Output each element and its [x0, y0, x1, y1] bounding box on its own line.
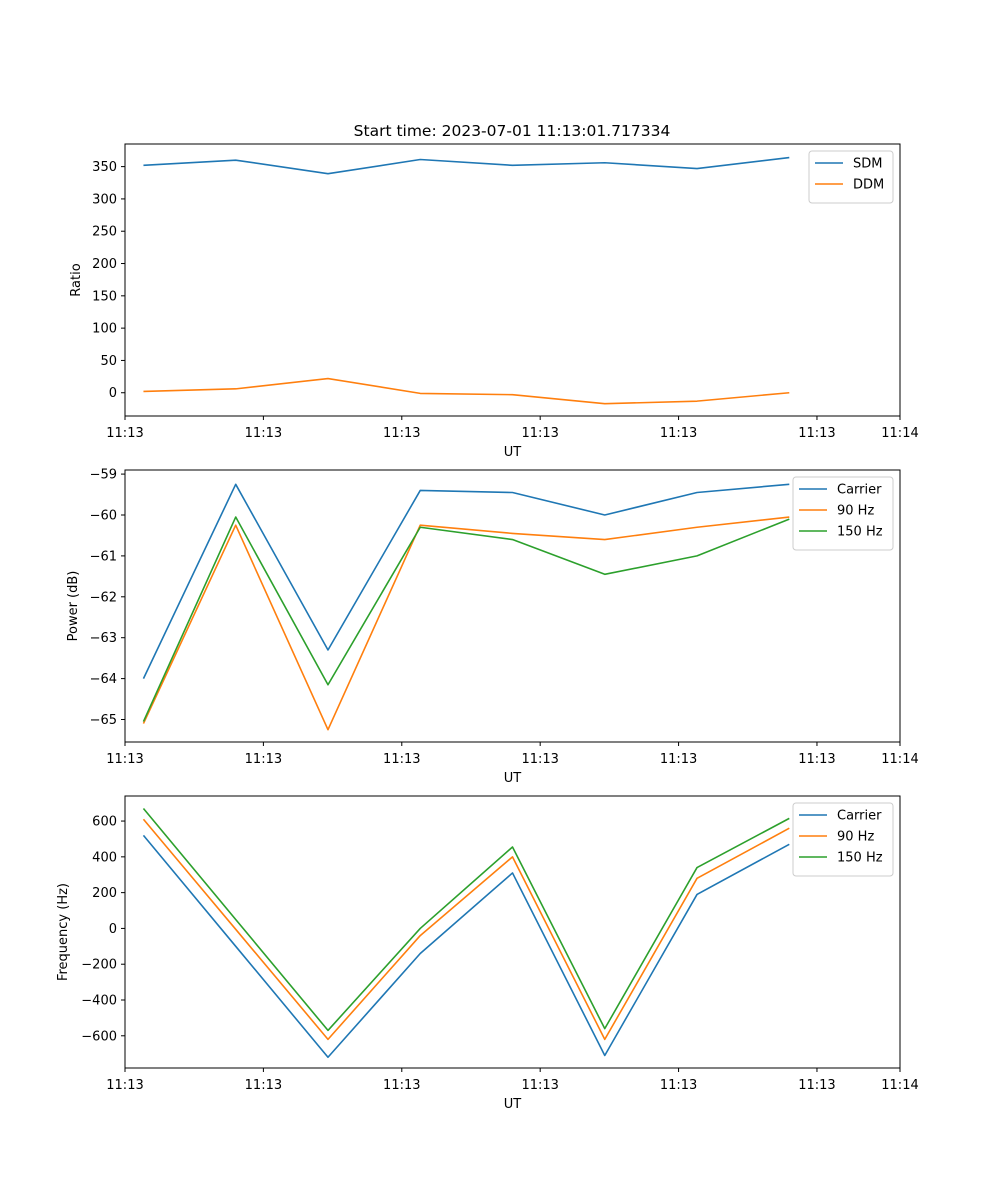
x-tick-label: 11:13	[521, 752, 558, 767]
subplot-3: 11:13 11:13 11:13 11:13 11:13 11:13 11:14 −600 −…	[56, 795, 919, 1112]
x-tick-label: 11:13	[660, 426, 697, 441]
x-tick-label: 11:13	[383, 1078, 420, 1093]
x-tick-label: 11:14	[881, 752, 918, 767]
legend-label: 150 Hz	[837, 525, 883, 540]
y-axis-label: Frequency (Hz)	[56, 883, 71, 981]
series-line-ddm	[143, 377, 790, 405]
series-line-90-hz	[142, 818, 790, 1041]
y-tick-label: 600	[92, 815, 117, 830]
y-tick-label: −600	[81, 1029, 117, 1044]
x-tick-label: 11:13	[383, 426, 420, 441]
x-tick-label: 11:13	[798, 752, 835, 767]
legend-label: Carrier	[837, 809, 882, 824]
series-line-carrier	[142, 483, 790, 679]
legend: SDM DDM	[808, 150, 894, 204]
legend-label: Carrier	[837, 483, 882, 498]
subplot-2: 11:13 11:13 11:13 11:13 11:13 11:13 11:14 −65 −6…	[66, 468, 919, 786]
x-tick-label: 11:13	[106, 426, 143, 441]
x-tick-label: 11:13	[660, 752, 697, 767]
y-tick-label: −400	[81, 994, 117, 1009]
x-tick-label: 11:13	[660, 1078, 697, 1093]
x-tick-label: 11:13	[798, 1078, 835, 1093]
y-tick-label: −60	[90, 508, 117, 523]
y-tick-label: −64	[90, 672, 117, 687]
chart-title: Start time: 2023-07-01 11:13:01.717334	[354, 122, 671, 140]
y-tick-label: 0	[109, 922, 117, 937]
x-tick-label: 11:13	[245, 426, 282, 441]
y-axis-label: Power (dB)	[66, 571, 81, 642]
x-tick-label: 11:13	[798, 426, 835, 441]
subplot-1: 11:13 11:13 11:13 11:13 11:13 11:13 11:14 0 50 10…	[69, 143, 919, 460]
y-tick-label: −61	[90, 549, 117, 564]
plot-frame	[124, 143, 901, 417]
x-axis-label: UT	[504, 445, 522, 460]
y-tick-label: 100	[92, 322, 117, 337]
legend-label: 150 Hz	[837, 851, 883, 866]
y-tick-label: 250	[92, 225, 117, 240]
y-tick-label: −63	[90, 631, 117, 646]
legend-label: DDM	[853, 178, 884, 193]
series-line-90-hz	[142, 516, 790, 731]
y-tick-label: 400	[92, 850, 117, 865]
x-axis-label: UT	[504, 771, 522, 786]
legend: Carrier 90 Hz 150 Hz	[792, 476, 894, 551]
x-tick-label: 11:13	[383, 752, 420, 767]
series-line-150-hz	[142, 516, 790, 722]
x-tick-label: 11:13	[106, 752, 143, 767]
series-line-sdm	[143, 156, 790, 175]
series-line-carrier	[142, 834, 790, 1059]
y-tick-label: 150	[92, 289, 117, 304]
legend-box	[808, 150, 894, 204]
x-tick-label: 11:13	[106, 1078, 143, 1093]
y-tick-label: 300	[92, 192, 117, 207]
x-tick-label: 11:13	[245, 752, 282, 767]
x-axis-label: UT	[504, 1097, 522, 1112]
subplots: 11:13 11:13 11:13 11:13 11:13 11:13 11:14 0 50 10…	[56, 143, 919, 1112]
legend-label: 90 Hz	[837, 830, 874, 845]
x-tick-label: 11:14	[881, 426, 918, 441]
series-line-150-hz	[142, 808, 790, 1032]
x-tick-label: 11:13	[521, 426, 558, 441]
plot-frame	[124, 469, 901, 743]
y-tick-label: 200	[92, 257, 117, 272]
y-tick-label: 50	[100, 354, 117, 369]
y-tick-label: −200	[81, 958, 117, 973]
y-tick-label: 200	[92, 886, 117, 901]
y-tick-label: −59	[90, 468, 117, 483]
y-tick-label: 350	[92, 160, 117, 175]
y-tick-label: −62	[90, 590, 117, 605]
y-tick-label: 0	[109, 386, 117, 401]
x-tick-label: 11:14	[881, 1078, 918, 1093]
legend: Carrier 90 Hz 150 Hz	[792, 802, 894, 877]
y-tick-label: −65	[90, 713, 117, 728]
legend-label: 90 Hz	[837, 504, 874, 519]
plot-frame	[124, 795, 901, 1069]
legend-label: SDM	[853, 157, 882, 172]
x-tick-label: 11:13	[245, 1078, 282, 1093]
y-axis-label: Ratio	[69, 263, 84, 296]
x-tick-label: 11:13	[521, 1078, 558, 1093]
